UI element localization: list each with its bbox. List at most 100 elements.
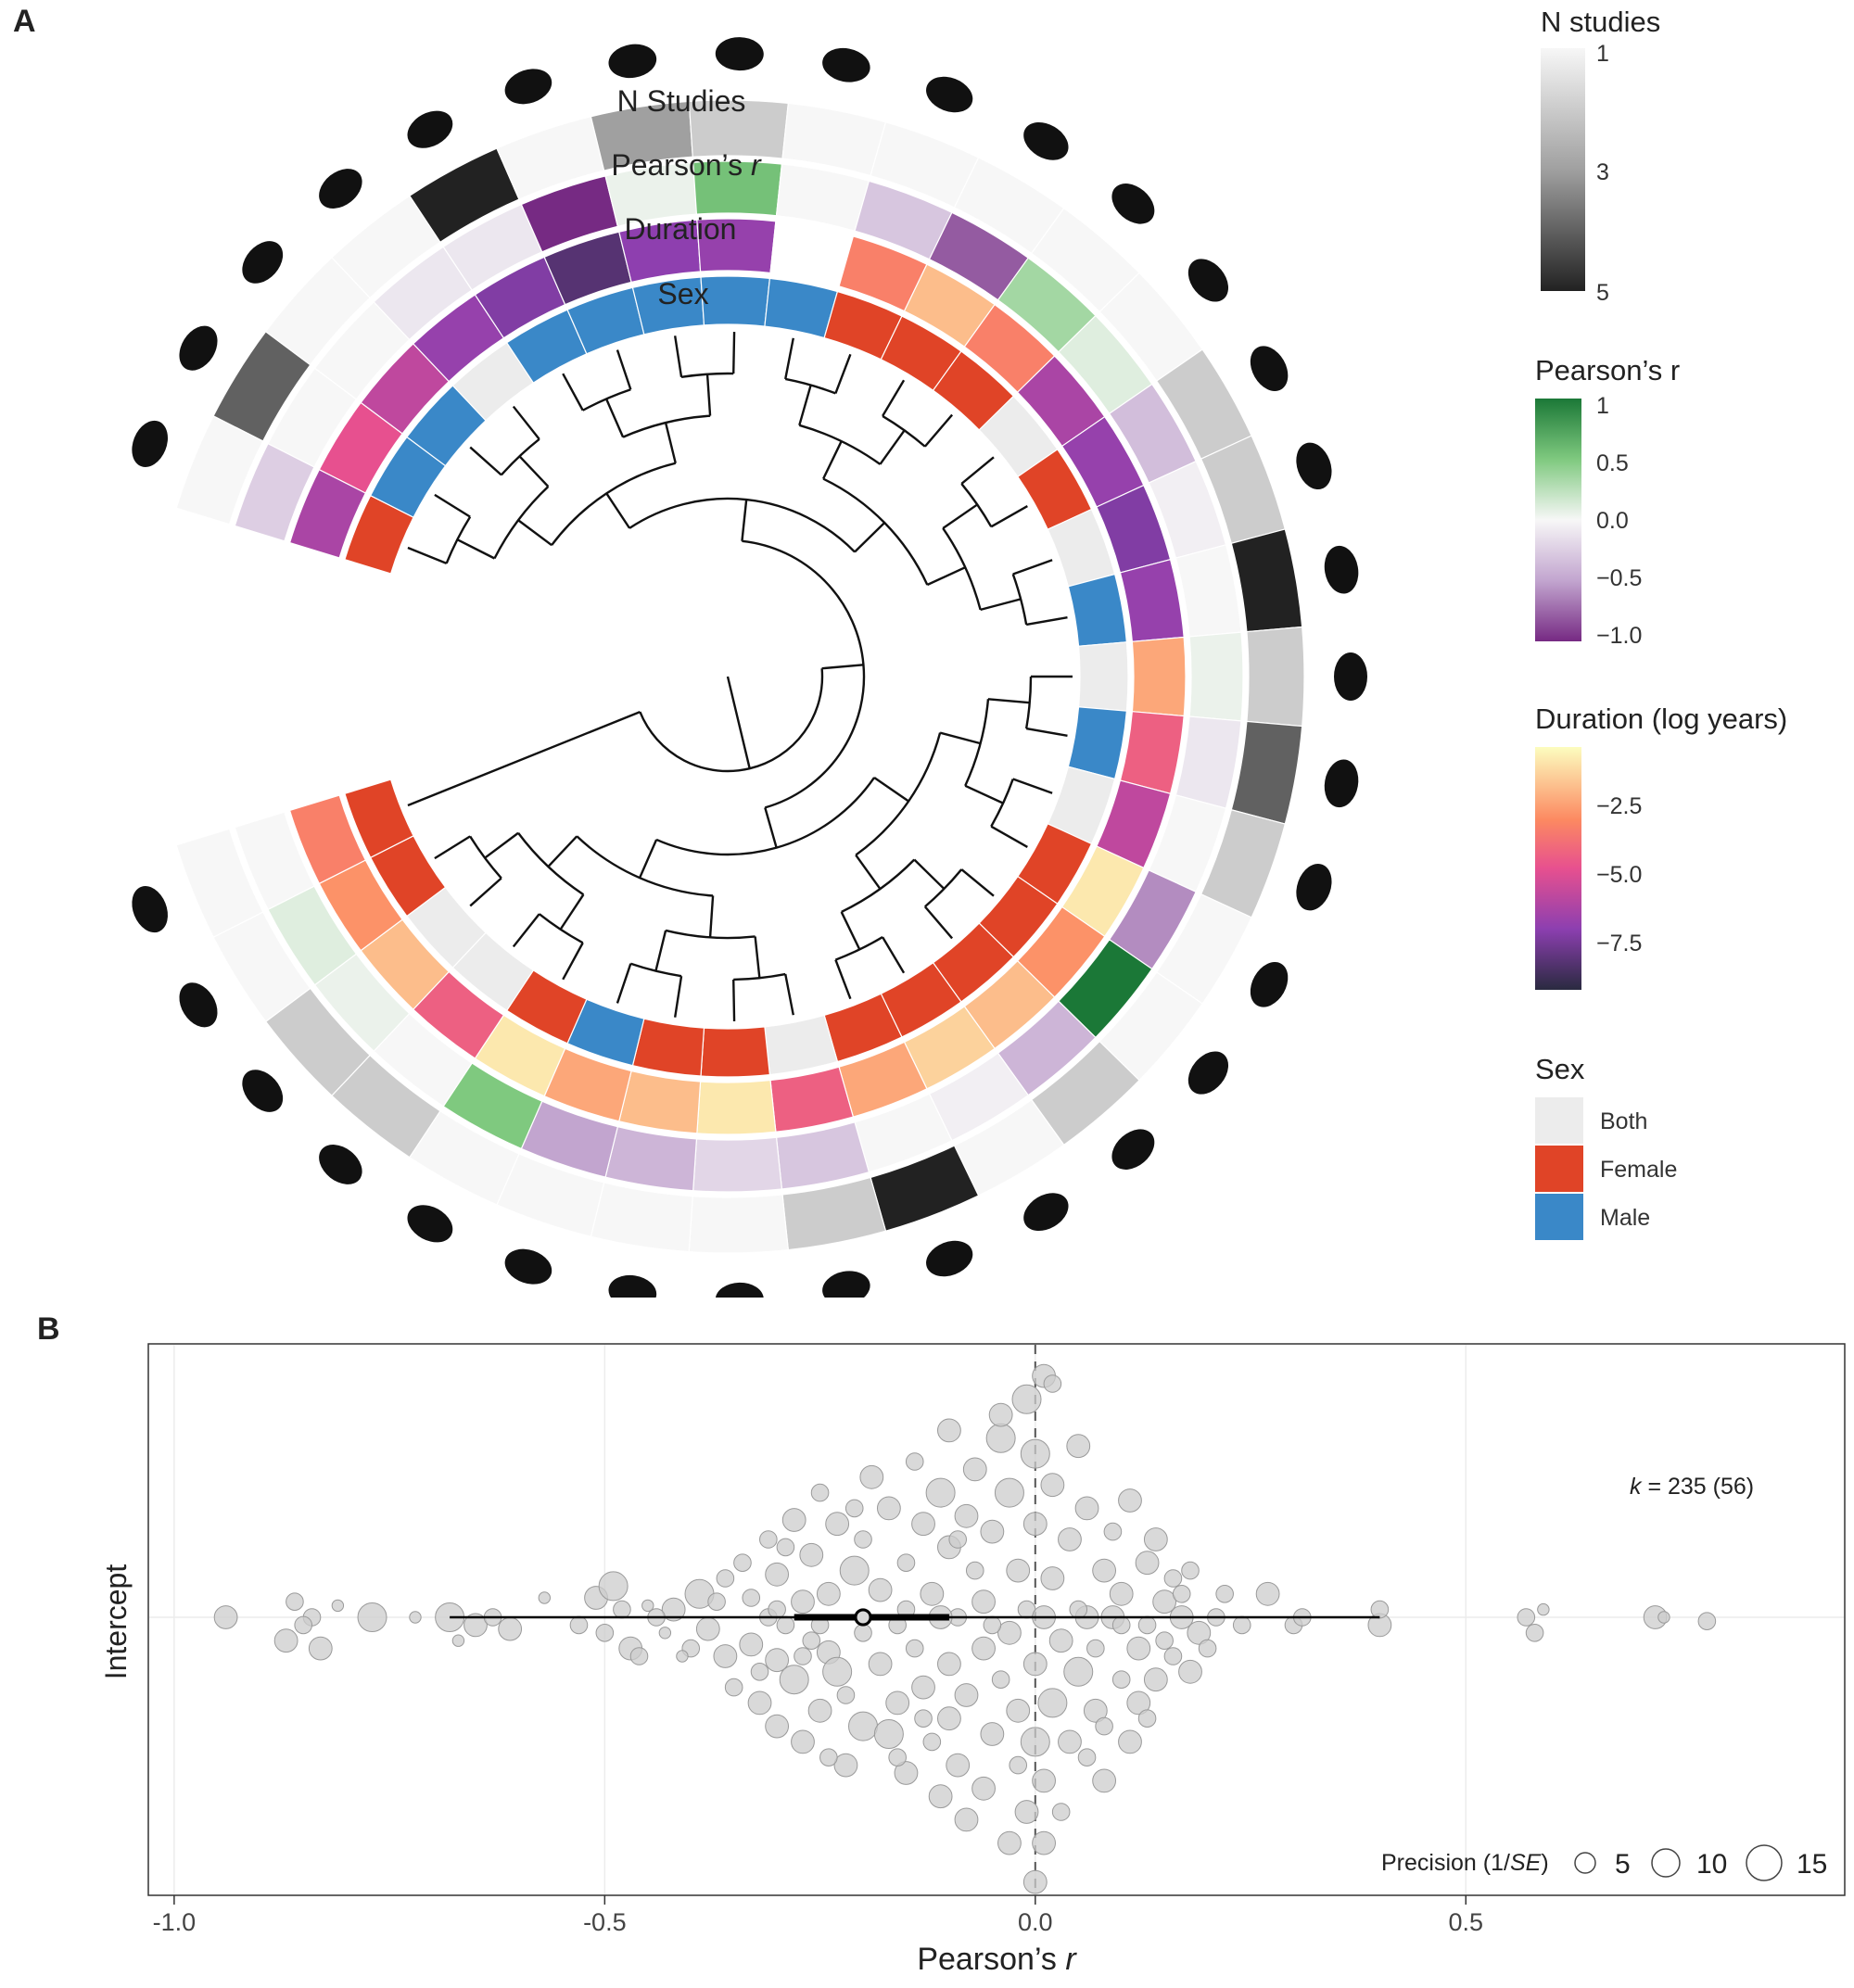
effect-size-point [213,1605,238,1629]
effect-size-point [598,1571,629,1602]
precision-legend-title: Precision (1/SE) [1381,1850,1549,1876]
legend-sex-title: Sex [1535,1053,1585,1085]
tree-branch [924,868,963,908]
pearson-r-cell [775,1121,870,1190]
effect-size-point [997,1620,1022,1645]
tree-branch [559,893,585,931]
effect-size-point [937,1706,961,1731]
tree-branch [960,456,995,485]
effect-size-point [937,1418,961,1443]
duration-cell [1119,558,1185,642]
panel-b-label: B [37,1311,60,1347]
effect-size-point [1022,1652,1048,1677]
effect-size-point [807,1698,832,1723]
effect-size-point [905,1639,924,1658]
tree-branch [664,422,677,464]
effect-size-point [1083,1698,1108,1723]
effect-size-point [954,1807,979,1832]
effect-size-point [954,1683,979,1707]
tree-branch [469,446,502,476]
tree-branch [604,398,625,438]
effect-size-point [1022,1869,1048,1894]
effect-size-point [695,1616,720,1641]
effect-size-point [768,1600,786,1619]
effect-size-point [971,1776,996,1801]
effect-size-point [765,1562,790,1587]
effect-size-point [1181,1561,1200,1580]
precision-legend-label: 5 [1615,1849,1631,1880]
sex-cell [764,1014,839,1076]
tree-branch [434,493,471,518]
tree-branch [834,353,852,394]
effect-size-point [894,1761,919,1785]
effect-size-point [794,1647,812,1665]
tree-branch [754,936,761,979]
effect-size-points [213,1363,1717,1894]
effect-size-point [791,1589,815,1614]
legend-pearson-colorbar [1535,399,1581,641]
effect-size-point [1137,1615,1157,1635]
effect-size-point [661,1597,686,1622]
phylogenetic-tree [407,332,1073,1021]
legend-duration-title: Duration (log years) [1535,703,1787,735]
x-tick-label: 0.0 [1018,1908,1053,1936]
pearson-r-cell [1175,715,1242,809]
effect-size-point [464,1613,488,1638]
effect-size-point [724,1678,743,1697]
effect-size-point [1020,1727,1050,1757]
cat-silhouette-icon [822,47,870,82]
effect-size-point [920,1581,945,1606]
n-studies-cell [590,1182,693,1253]
bug-silhouette-icon [504,1248,552,1285]
effect-size-point [776,1538,795,1557]
effect-size-point [1058,1527,1082,1551]
effect-size-point [713,1644,738,1668]
tree-branch [616,349,632,390]
beetle-silhouette-icon [715,1282,764,1298]
tree-branch [512,913,540,948]
tree-branch [742,539,866,809]
gecko-silhouette-icon [1250,346,1289,391]
tree-branch [708,895,715,938]
ring-label-duration: Duration [625,212,737,246]
effect-size-point [1058,1729,1082,1754]
effect-size-point [1172,1585,1191,1603]
legend-pearson-tick: −0.5 [1596,565,1642,591]
effect-size-point [911,1675,935,1700]
effect-size-point [1063,1656,1094,1687]
sex-cell [344,779,414,859]
effect-size-point [1095,1716,1113,1736]
tree-branch [1012,778,1053,794]
tree-branch [840,911,861,950]
effect-size-point [1143,1527,1168,1551]
effect-size-point [1517,1608,1536,1627]
legend-pearson-tick: 0.5 [1596,450,1629,476]
effect-size-point [1537,1602,1550,1616]
effect-size-point [1011,1384,1042,1414]
tree-branch [512,405,540,440]
rabbit-silhouette-icon [319,169,362,209]
effect-size-point [1163,1569,1183,1588]
effect-size-point [791,1729,815,1754]
chicken-silhouette-icon [1334,652,1367,701]
effect-size-point [629,1647,649,1665]
effect-size-point [569,1615,589,1635]
guppy-silhouette-icon [1324,759,1359,808]
legend-duration-tick: −2.5 [1596,793,1642,819]
tree-branch [926,566,966,587]
tree-branch [784,337,794,380]
effect-size-point [781,1508,806,1532]
legend-sex-label-male: Male [1600,1205,1650,1231]
pearson-r-cell [604,1125,698,1192]
effect-size-point [1051,1803,1071,1821]
cricket-silhouette-icon [319,1145,362,1184]
effect-size-point [868,1652,893,1677]
tree-branch [834,959,852,1000]
effect-size-point [1178,1659,1202,1684]
effect-size-point [896,1553,916,1573]
effect-size-point [991,1670,1010,1690]
summary-estimate [450,1608,1380,1627]
tree-branch [539,913,584,944]
tree-branch [732,332,736,374]
effect-size-point [1077,1748,1097,1767]
